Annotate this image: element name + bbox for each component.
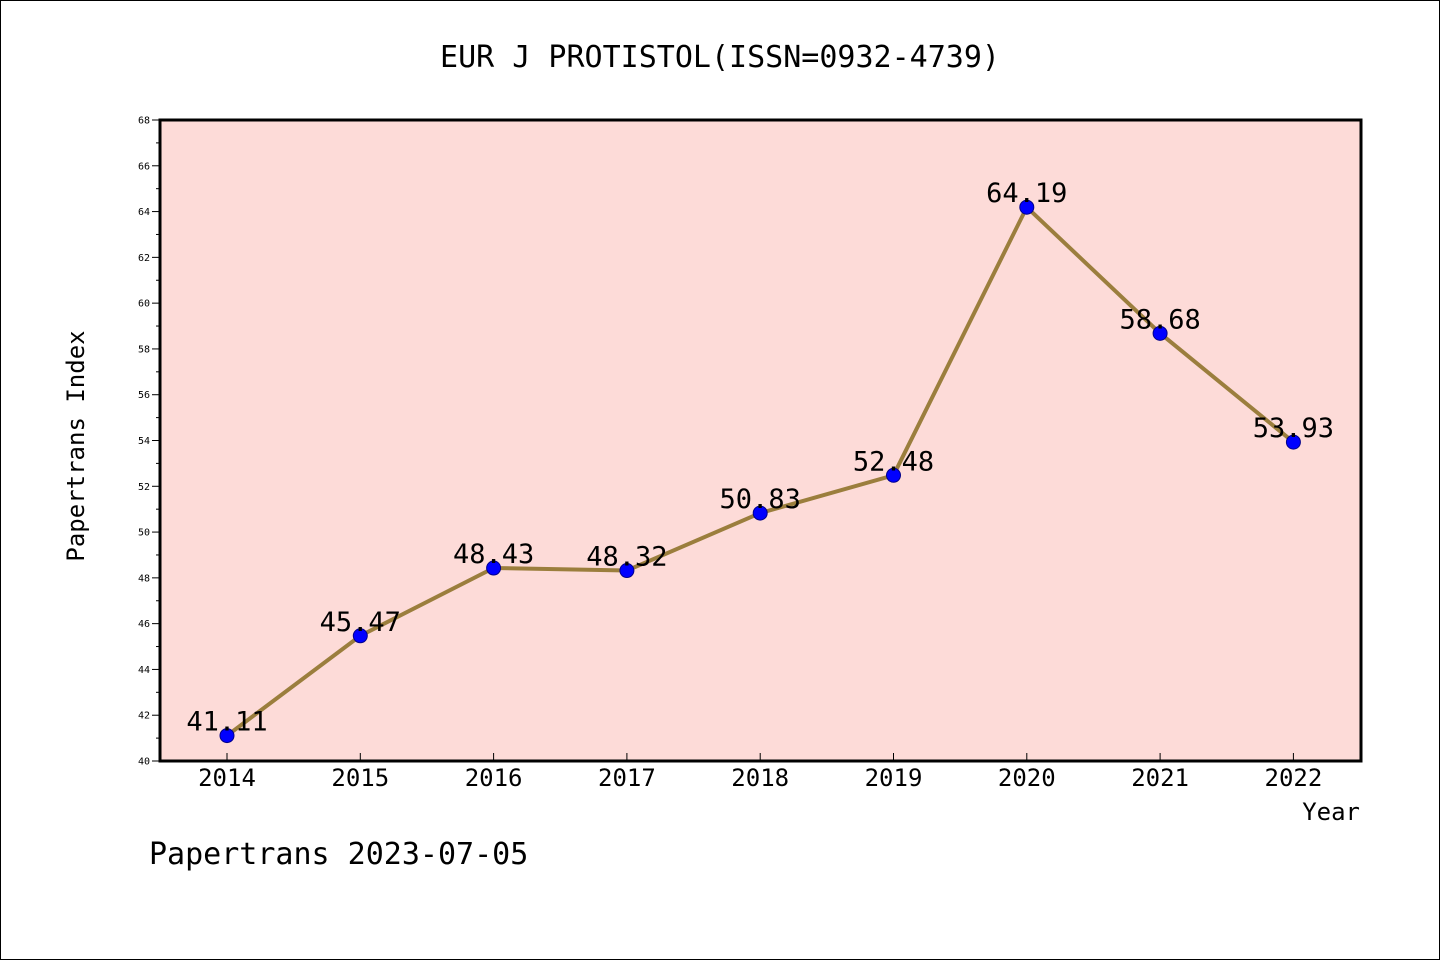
data-point-marker — [486, 560, 502, 576]
x-axis: 2014 2015 2016 2017 2018 2019 2020 2021 2022 — [198, 753, 1322, 792]
data-point-label: 45.47 — [320, 607, 401, 638]
data-point-marker — [352, 628, 368, 644]
x-tick-label: 2022 — [1265, 764, 1323, 792]
y-tick-label: 56 — [138, 390, 150, 401]
data-point-marker — [619, 563, 635, 579]
plot-area — [160, 120, 1361, 761]
data-point-label: 48.43 — [453, 539, 534, 570]
data-markers — [219, 199, 1301, 744]
y-tick-label: 54 — [138, 436, 150, 447]
y-tick-label: 52 — [138, 482, 150, 493]
data-point-label: 50.83 — [720, 484, 801, 515]
x-tick-label: 2016 — [465, 764, 523, 792]
y-tick-label: 66 — [138, 161, 150, 172]
y-tick-label: 68 — [138, 116, 150, 127]
chart-title: EUR J PROTISTOL(ISSN=0932-4739) — [440, 40, 1000, 75]
data-point-label: 48.32 — [586, 542, 667, 573]
data-point-marker — [752, 505, 768, 521]
x-tick-label: 2017 — [598, 764, 656, 792]
data-point-marker — [1285, 434, 1301, 450]
y-tick-label: 48 — [138, 573, 150, 584]
y-axis: 40 42 44 46 48 50 52 54 56 58 60 62 64 66 68 — [138, 116, 160, 768]
data-point-label: 64.19 — [986, 178, 1067, 209]
y-tick-label: 60 — [138, 299, 150, 310]
data-point-marker — [886, 467, 901, 483]
x-tick-label: 2015 — [331, 764, 389, 792]
y-tick-label: 46 — [138, 619, 150, 630]
y-tick-label: 58 — [138, 344, 150, 355]
x-tick-label: 2021 — [1131, 764, 1189, 792]
data-point-marker — [1152, 325, 1168, 341]
footer-text: Papertrans 2023-07-05 — [149, 837, 528, 872]
x-tick-label: 2020 — [998, 764, 1056, 792]
y-tick-label: 40 — [138, 757, 150, 768]
x-tick-label: 2014 — [198, 764, 256, 792]
y-axis-label: Papertrans Index — [62, 330, 90, 561]
x-axis-label: Year — [1302, 798, 1360, 826]
y-tick-label: 50 — [138, 528, 150, 539]
y-tick-label: 62 — [138, 253, 150, 264]
x-tick-label: 2018 — [731, 764, 789, 792]
plot-border — [158, 118, 1363, 763]
data-point-label: 41.11 — [186, 707, 267, 738]
data-point-marker — [1019, 199, 1035, 215]
data-point-label: 53.93 — [1253, 413, 1334, 444]
data-point-label: 58.68 — [1119, 304, 1200, 335]
y-tick-label: 44 — [138, 665, 150, 676]
y-tick-label: 64 — [138, 207, 150, 218]
data-labels: 41.11 45.47 48.43 48.32 50.83 52.48 64.19 58.68… — [186, 178, 1334, 737]
y-tick-label: 42 — [138, 711, 150, 722]
x-tick-label: 2019 — [865, 764, 923, 792]
data-point-marker — [219, 728, 235, 744]
data-point-label: 52.48 — [853, 446, 934, 477]
